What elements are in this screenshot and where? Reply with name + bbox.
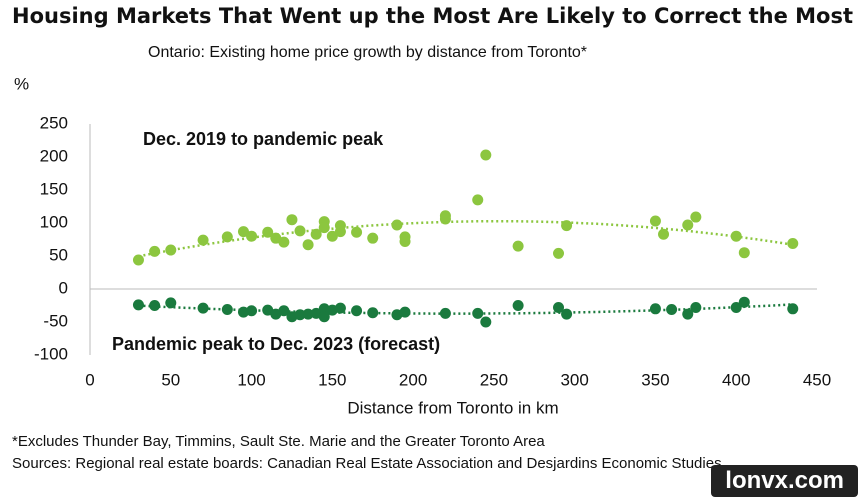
point xyxy=(730,230,742,242)
chart-title: Housing Markets That Went up the Most Ar… xyxy=(12,4,853,28)
point xyxy=(553,301,565,313)
point xyxy=(738,296,750,308)
y-axis-label: % xyxy=(14,74,29,93)
point xyxy=(480,316,492,328)
footnote: *Excludes Thunder Bay, Timmins, Sault St… xyxy=(12,433,545,450)
point xyxy=(318,311,330,323)
x-tick-label: 300 xyxy=(560,370,588,389)
point xyxy=(399,306,411,318)
point xyxy=(690,211,702,223)
point xyxy=(658,228,670,240)
point xyxy=(730,301,742,313)
point xyxy=(326,230,338,242)
y-tick-label: 150 xyxy=(40,179,68,198)
point xyxy=(334,220,346,232)
point xyxy=(221,231,233,243)
x-tick-label: 200 xyxy=(399,370,427,389)
point xyxy=(690,301,702,313)
point xyxy=(165,297,177,309)
point xyxy=(351,305,363,317)
point xyxy=(149,245,161,257)
point xyxy=(310,228,322,240)
x-tick-label: 100 xyxy=(237,370,265,389)
point xyxy=(294,225,306,237)
x-tick-label: 150 xyxy=(318,370,346,389)
x-tick-label: 0 xyxy=(85,370,94,389)
x-tick-label: 450 xyxy=(803,370,831,389)
point xyxy=(246,230,258,242)
point xyxy=(132,299,144,311)
x-tick-label: 400 xyxy=(722,370,750,389)
point xyxy=(132,254,144,266)
point xyxy=(237,306,249,318)
point xyxy=(197,302,209,314)
point xyxy=(294,309,306,321)
trend-line xyxy=(138,303,793,315)
point xyxy=(367,307,379,319)
point xyxy=(512,300,524,311)
point xyxy=(286,214,298,226)
point xyxy=(302,239,314,251)
point xyxy=(472,194,484,206)
point xyxy=(480,149,492,161)
legend-label: Dec. 2019 to pandemic peak xyxy=(143,129,384,149)
point xyxy=(165,244,177,256)
point xyxy=(787,237,799,249)
point xyxy=(351,226,363,238)
point xyxy=(278,305,290,317)
y-tick-label: 200 xyxy=(40,146,68,165)
point xyxy=(682,219,694,231)
point xyxy=(262,226,274,238)
point xyxy=(649,215,661,227)
trend-line xyxy=(138,219,793,258)
legend-label: Pandemic peak to Dec. 2023 (forecast) xyxy=(112,334,440,354)
y-tick-label: 250 xyxy=(40,113,68,132)
point xyxy=(302,308,314,320)
point xyxy=(399,235,411,247)
y-tick-label: -100 xyxy=(34,344,68,363)
y-tick-label: 0 xyxy=(59,278,68,297)
x-tick-label: 250 xyxy=(480,370,508,389)
point xyxy=(197,234,209,246)
x-axis-label: Distance from Toronto in km xyxy=(347,398,558,417)
watermark: lonvx.com xyxy=(711,465,858,497)
point xyxy=(553,247,565,259)
point xyxy=(221,303,233,315)
point xyxy=(318,222,330,234)
point xyxy=(391,219,403,231)
point xyxy=(149,300,161,311)
point xyxy=(561,220,573,232)
point xyxy=(367,232,379,244)
footnote: Sources: Regional real estate boards: Ca… xyxy=(12,455,722,472)
point xyxy=(738,247,750,259)
point xyxy=(512,240,524,252)
point xyxy=(278,236,290,248)
point xyxy=(439,213,451,225)
point xyxy=(334,302,346,314)
point xyxy=(787,303,799,315)
y-tick-label: -50 xyxy=(43,311,68,330)
point xyxy=(666,303,678,315)
point xyxy=(439,307,451,319)
x-tick-label: 50 xyxy=(161,370,180,389)
point xyxy=(246,305,258,317)
x-tick-label: 350 xyxy=(641,370,669,389)
y-tick-label: 50 xyxy=(49,245,68,264)
chart-subtitle: Ontario: Existing home price growth by d… xyxy=(148,44,588,61)
point xyxy=(561,308,573,320)
point xyxy=(649,303,661,315)
y-tick-label: 100 xyxy=(40,212,68,231)
point xyxy=(318,303,330,315)
point xyxy=(472,307,484,319)
point xyxy=(682,308,694,320)
point xyxy=(237,226,249,238)
